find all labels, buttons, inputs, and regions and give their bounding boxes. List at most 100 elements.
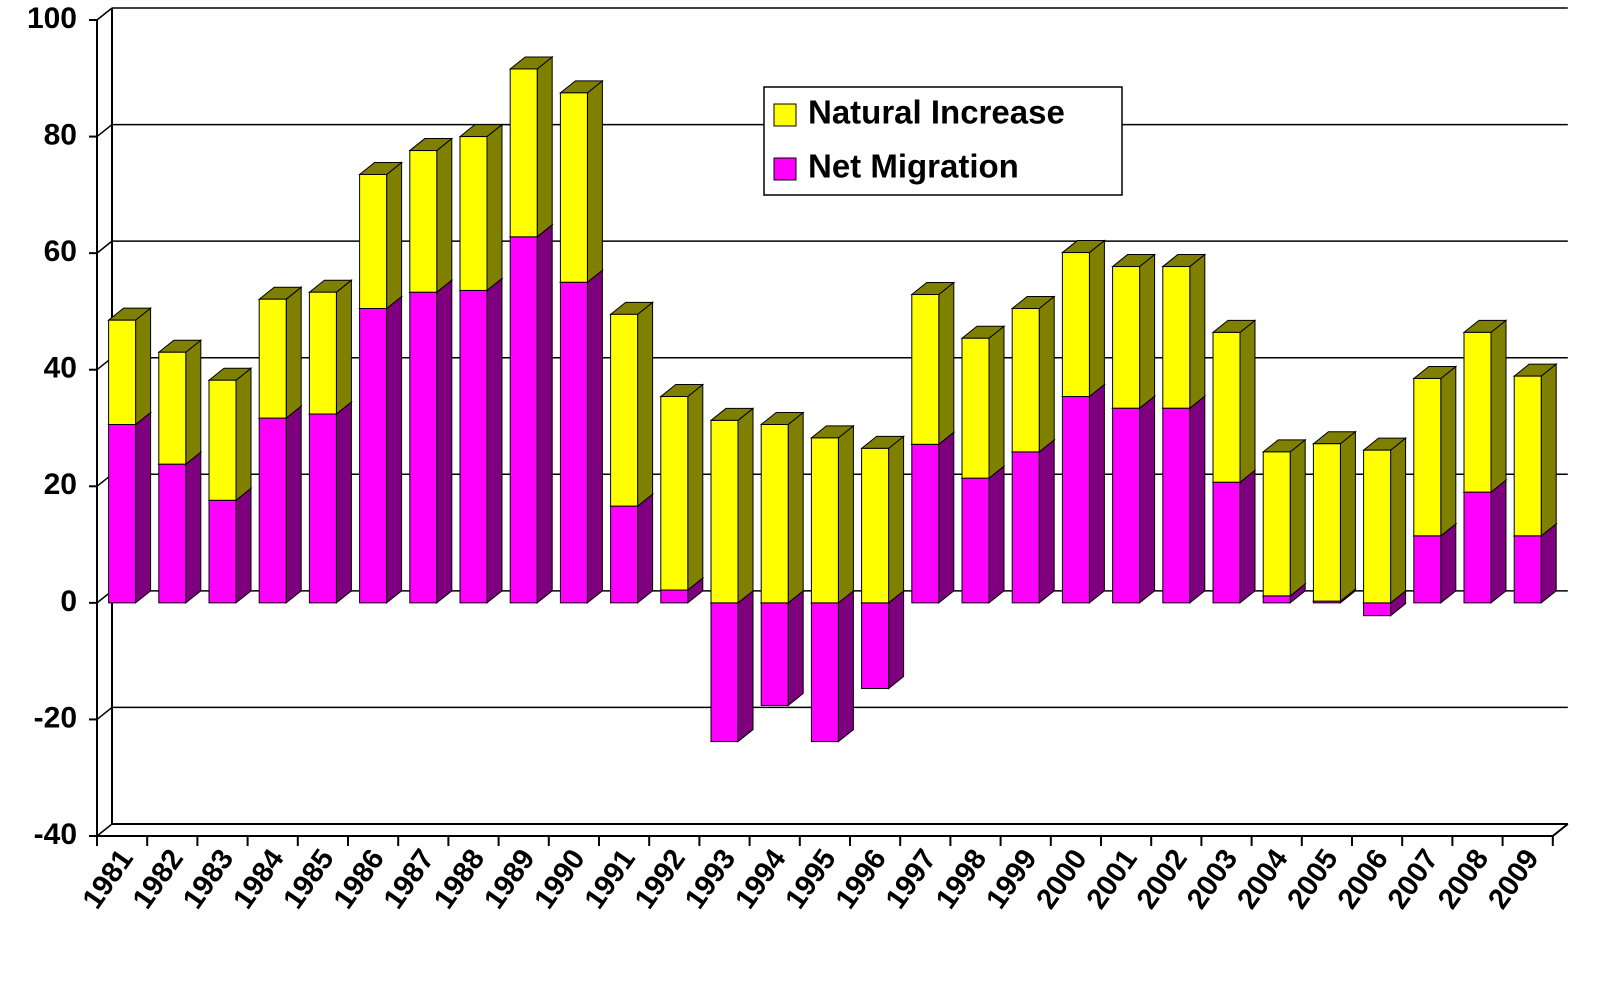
bar	[458, 277, 504, 604]
bar-front	[158, 463, 187, 604]
bar	[107, 411, 153, 604]
bar	[508, 55, 554, 238]
y-tick-label: 0	[60, 585, 77, 618]
x-tick-label: 2003	[1181, 844, 1244, 915]
bar	[910, 431, 956, 604]
bar-front	[308, 291, 337, 415]
legend-swatch	[773, 103, 797, 127]
bar-side	[787, 589, 804, 707]
x-tick-label: 2001	[1081, 844, 1144, 915]
x-tick-label: 2000	[1030, 844, 1093, 915]
bar-side	[637, 301, 654, 508]
bar-front	[559, 281, 588, 604]
bar-side	[486, 277, 503, 604]
bar-side	[1189, 253, 1206, 410]
x-tick-label: 1997	[880, 844, 943, 915]
wall-tick	[96, 123, 113, 138]
bar	[860, 589, 906, 690]
bar	[759, 411, 805, 604]
x-tick-label: 1984	[227, 844, 290, 915]
bar-side	[586, 79, 603, 284]
bar-side	[386, 161, 403, 310]
bar-front	[1312, 443, 1341, 602]
bar-front	[1262, 595, 1291, 604]
bar	[960, 465, 1006, 604]
bar-side	[1490, 319, 1507, 494]
bar-side	[536, 55, 553, 238]
bar-front	[1262, 451, 1291, 597]
bar-side	[1038, 438, 1055, 604]
bar	[1512, 522, 1558, 604]
bar-front	[710, 419, 739, 604]
bar-side	[135, 307, 152, 426]
bar-side	[938, 281, 955, 446]
x-tick-label: 1982	[127, 844, 190, 915]
bar	[1512, 363, 1558, 537]
bar-side	[787, 411, 804, 604]
x-tick-label: 2007	[1382, 844, 1445, 915]
wall-tick	[96, 7, 113, 21]
x-tick-label: 2005	[1281, 844, 1344, 915]
bar	[358, 295, 404, 604]
bar	[1010, 438, 1056, 604]
bar-front	[861, 602, 890, 690]
x-tick-label: 2006	[1332, 844, 1395, 915]
bar-front	[258, 298, 287, 419]
bar-side	[436, 137, 453, 294]
bar-side	[988, 465, 1005, 604]
bar-side	[185, 451, 202, 604]
bar-side	[637, 493, 654, 604]
bar-front	[1061, 252, 1090, 398]
bar-front	[1413, 377, 1442, 537]
bar-side	[1239, 469, 1256, 604]
bar-side	[335, 400, 352, 604]
bar-front	[1513, 375, 1542, 537]
bar-side	[285, 405, 302, 604]
bar-side	[285, 286, 302, 420]
bar-side	[1088, 383, 1105, 604]
legend-swatch	[773, 157, 797, 181]
floor-right	[1552, 823, 1569, 837]
bar	[1311, 430, 1357, 603]
bar	[960, 325, 1006, 480]
bar-side	[586, 269, 603, 604]
bar	[157, 451, 203, 604]
bar	[809, 589, 855, 743]
bar-front	[1212, 481, 1241, 604]
bar-front	[911, 443, 940, 604]
bar-front	[760, 602, 789, 706]
bar-front	[108, 424, 137, 604]
bar-front	[1363, 602, 1392, 617]
bar	[107, 307, 153, 426]
bar	[157, 339, 203, 466]
bar-side	[988, 325, 1005, 480]
bar	[910, 281, 956, 446]
bar-side	[888, 435, 905, 604]
bar	[860, 435, 906, 604]
x-tick-label: 1986	[328, 844, 391, 915]
legend-label: Net Migration	[808, 148, 1019, 185]
bar-front	[810, 602, 839, 743]
bar	[458, 123, 504, 292]
x-tick-label: 1985	[277, 844, 340, 915]
bar-front	[359, 173, 388, 310]
x-tick-label: 1987	[378, 844, 441, 915]
x-tick-label: 1998	[930, 844, 993, 915]
bar-side	[888, 589, 905, 690]
bar-front	[459, 136, 488, 291]
bar-side	[235, 367, 252, 502]
x-tick-label: 1992	[629, 844, 692, 915]
bar-front	[911, 294, 940, 445]
y-tick-label: -40	[34, 818, 77, 851]
bar-front	[258, 417, 287, 604]
x-tick-label: 2008	[1432, 844, 1495, 915]
bar-side	[1440, 522, 1457, 604]
bar-side	[938, 431, 955, 604]
wall-tick	[96, 823, 113, 837]
bar-front	[660, 396, 689, 591]
legend-label: Natural Increase	[808, 94, 1065, 131]
bar-side	[1088, 239, 1105, 398]
bar-front	[1413, 535, 1442, 604]
bar-side	[737, 407, 754, 604]
